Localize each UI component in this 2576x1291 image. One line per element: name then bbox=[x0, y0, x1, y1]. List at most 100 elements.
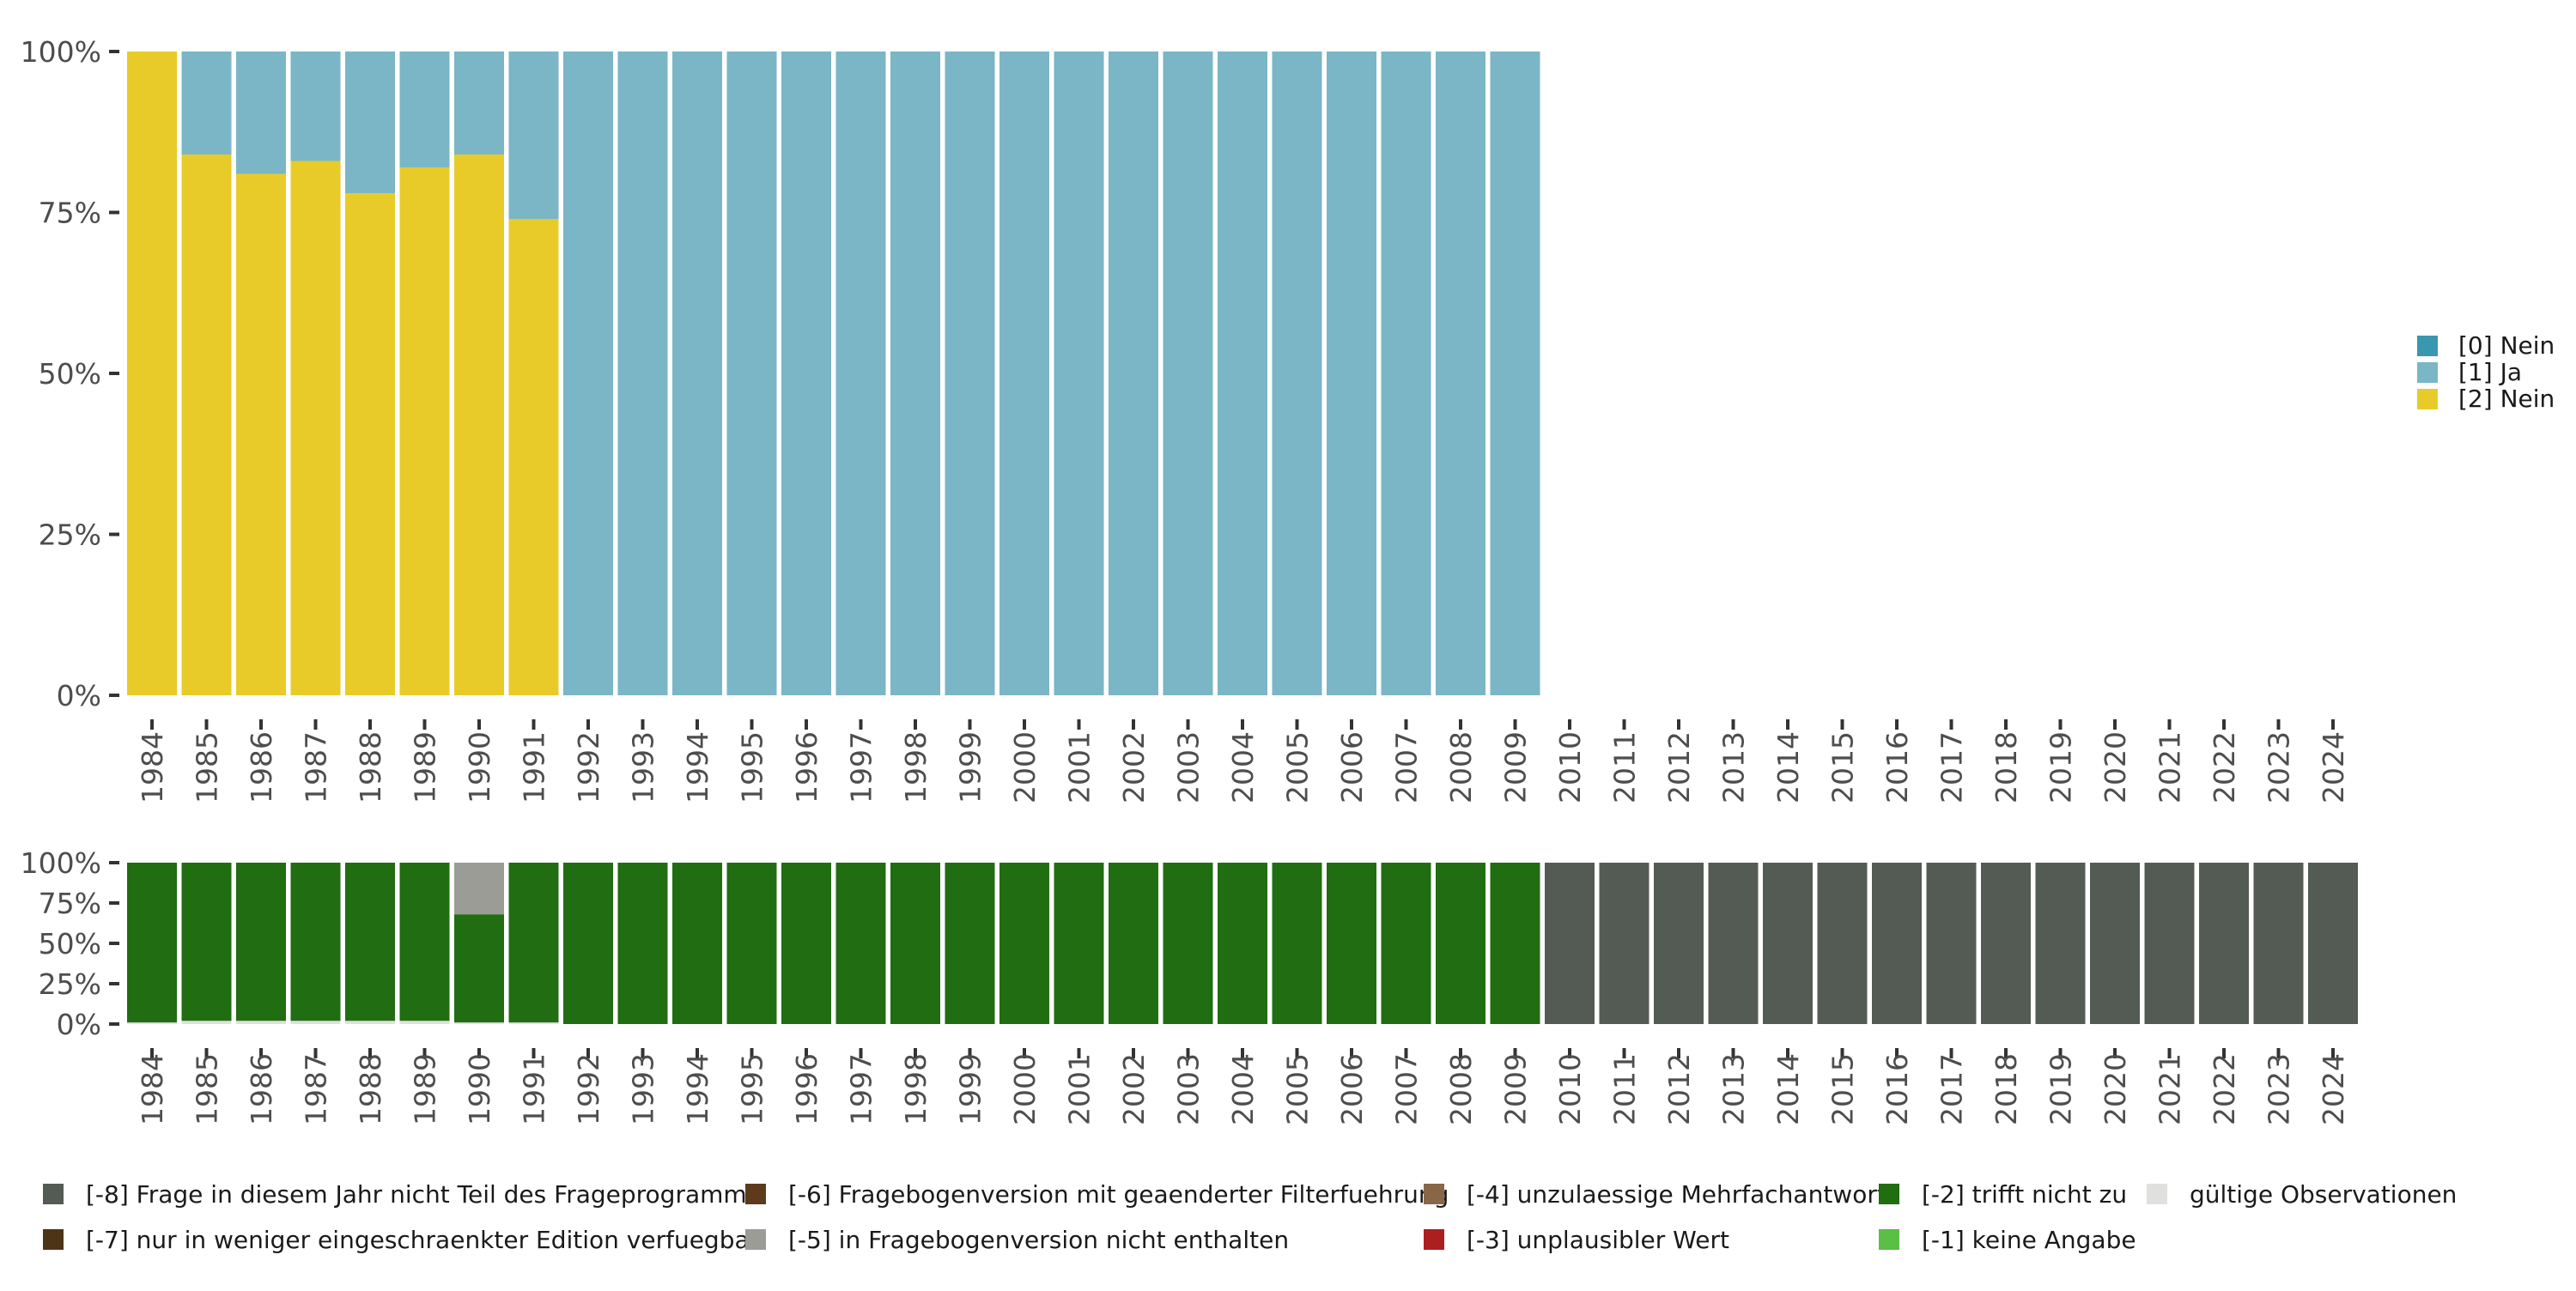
legend-key bbox=[43, 1229, 64, 1250]
legend-label: [-1] keine Angabe bbox=[1922, 1226, 2136, 1254]
x-tick-label: 1994 bbox=[681, 731, 714, 803]
legend-key bbox=[2417, 336, 2438, 356]
legend-key bbox=[2147, 1184, 2167, 1204]
x-tick-label: 1990 bbox=[463, 1053, 496, 1125]
bar-segment-2007-s1 bbox=[1381, 863, 1431, 1024]
legend-key bbox=[1424, 1184, 1444, 1204]
y-tick-label: 100% bbox=[21, 35, 101, 69]
x-tick-label: 2007 bbox=[1390, 731, 1424, 803]
y-tick-label: 25% bbox=[39, 518, 101, 552]
x-tick-label: 1992 bbox=[572, 731, 605, 803]
x-tick-label: 2006 bbox=[1335, 731, 1369, 803]
x-tick-label: 2019 bbox=[2044, 731, 2078, 803]
bar-segment-2017-s3 bbox=[1926, 863, 1977, 1024]
bar-segment-2002-s1 bbox=[1109, 863, 1158, 1024]
bar-segment-1995-s1 bbox=[726, 52, 777, 695]
bar-segment-2007-s1 bbox=[1381, 52, 1431, 695]
bar-segment-1990-s0 bbox=[454, 1022, 504, 1024]
bar-segment-1984-s1 bbox=[127, 863, 177, 1023]
legend-label: [-5] in Fragebogenversion nicht enthalte… bbox=[788, 1226, 1289, 1254]
x-tick-label: 1995 bbox=[736, 1053, 769, 1125]
bar-segment-1990-s2 bbox=[454, 863, 504, 915]
x-tick-label: 1996 bbox=[790, 1053, 823, 1125]
x-tick-label: 1993 bbox=[627, 731, 660, 803]
x-tick-label: 2020 bbox=[2099, 1053, 2132, 1125]
bar-segment-2011-s3 bbox=[1599, 863, 1649, 1024]
legend-key bbox=[1424, 1229, 1444, 1250]
bar-segment-1987-s0 bbox=[290, 161, 341, 695]
x-tick-label: 1987 bbox=[300, 1053, 333, 1125]
bar-segment-2021-s3 bbox=[2144, 863, 2195, 1024]
x-tick-label: 1984 bbox=[136, 731, 169, 803]
bar-segment-2018-s3 bbox=[1981, 863, 2031, 1024]
bar-segment-1994-s1 bbox=[672, 863, 722, 1024]
bar-segment-1989-s0 bbox=[399, 167, 450, 695]
x-tick-label: 2014 bbox=[1771, 1053, 1805, 1125]
bar-segment-1985-s1 bbox=[181, 863, 232, 1021]
x-tick-label: 2003 bbox=[1172, 1053, 1206, 1125]
x-tick-label: 1991 bbox=[518, 731, 551, 803]
legend-key bbox=[1879, 1229, 1899, 1250]
legend-label: [0] Nein bbox=[2458, 331, 2555, 360]
x-tick-label: 1992 bbox=[572, 1053, 605, 1125]
bar-segment-2019-s3 bbox=[2035, 863, 2086, 1024]
y-tick-label: 0% bbox=[57, 679, 101, 712]
x-tick-label: 2006 bbox=[1335, 1053, 1369, 1125]
bar-segment-1987-s1 bbox=[290, 52, 341, 161]
x-tick-label: 2018 bbox=[1990, 1053, 2023, 1125]
bar-segment-1985-s0 bbox=[181, 1021, 232, 1024]
y-tick-label: 50% bbox=[39, 357, 101, 391]
bar-segment-1992-s1 bbox=[563, 52, 613, 695]
bar-segment-1986-s1 bbox=[236, 863, 286, 1021]
x-tick-label: 2017 bbox=[1935, 1053, 1969, 1125]
x-tick-label: 1996 bbox=[790, 731, 823, 803]
x-tick-label: 2005 bbox=[1281, 731, 1315, 803]
y-tick-label: 100% bbox=[21, 846, 101, 880]
x-tick-label: 1985 bbox=[191, 731, 224, 803]
x-tick-label: 1991 bbox=[518, 1053, 551, 1125]
bar-segment-1991-s0 bbox=[508, 1022, 559, 1024]
x-tick-label: 2018 bbox=[1990, 731, 2023, 803]
bar-segment-1986-s0 bbox=[236, 173, 286, 695]
x-tick-label: 1990 bbox=[463, 731, 496, 803]
legend-label: [-2] trifft nicht zu bbox=[1922, 1180, 2127, 1209]
x-tick-label: 2000 bbox=[1008, 1053, 1042, 1125]
bar-segment-2005-s1 bbox=[1272, 863, 1322, 1024]
x-tick-label: 1988 bbox=[354, 1053, 387, 1125]
y-tick-label: 50% bbox=[39, 927, 101, 961]
x-tick-label: 2023 bbox=[2263, 731, 2296, 803]
x-tick-label: 1986 bbox=[245, 1053, 278, 1125]
x-tick-label: 1987 bbox=[300, 731, 333, 803]
legend-label: [2] Nein bbox=[2458, 385, 2555, 413]
bar-segment-1990-s0 bbox=[454, 155, 504, 695]
bar-segment-1996-s1 bbox=[781, 863, 831, 1024]
x-tick-label: 2015 bbox=[1826, 1053, 1860, 1125]
bar-segment-2023-s3 bbox=[2253, 863, 2304, 1024]
x-tick-label: 2004 bbox=[1226, 731, 1260, 803]
x-tick-label: 2000 bbox=[1008, 731, 1042, 803]
bar-segment-1990-s1 bbox=[454, 914, 504, 1023]
bar-segment-1984-s0 bbox=[127, 1022, 177, 1024]
x-tick-label: 2022 bbox=[2208, 1053, 2241, 1125]
bar-segment-1991-s1 bbox=[508, 863, 559, 1023]
x-tick-label: 2005 bbox=[1281, 1053, 1315, 1125]
bar-segment-1998-s1 bbox=[890, 52, 940, 695]
bar-segment-1999-s1 bbox=[945, 52, 995, 695]
bar-segment-1989-s0 bbox=[399, 1021, 450, 1024]
x-tick-label: 2002 bbox=[1117, 731, 1151, 803]
bottom-legend: [-8] Frage in diesem Jahr nicht Teil des… bbox=[43, 1180, 2457, 1254]
x-tick-label: 2013 bbox=[1717, 1053, 1751, 1125]
bar-segment-2008-s1 bbox=[1436, 52, 1485, 695]
legend-label: [-4] unzulaessige Mehrfachantwort bbox=[1467, 1180, 1886, 1209]
bar-segment-1991-s0 bbox=[508, 219, 559, 695]
bar-segment-2012-s3 bbox=[1654, 863, 1704, 1024]
bar-segment-1988-s1 bbox=[345, 863, 395, 1021]
bar-segment-1996-s1 bbox=[781, 52, 831, 695]
bar-segment-2009-s1 bbox=[1490, 52, 1540, 695]
x-tick-label: 2012 bbox=[1662, 731, 1696, 803]
bar-segment-1993-s1 bbox=[617, 52, 668, 695]
x-tick-label: 2014 bbox=[1771, 731, 1805, 803]
x-tick-label: 2008 bbox=[1444, 1053, 1478, 1125]
